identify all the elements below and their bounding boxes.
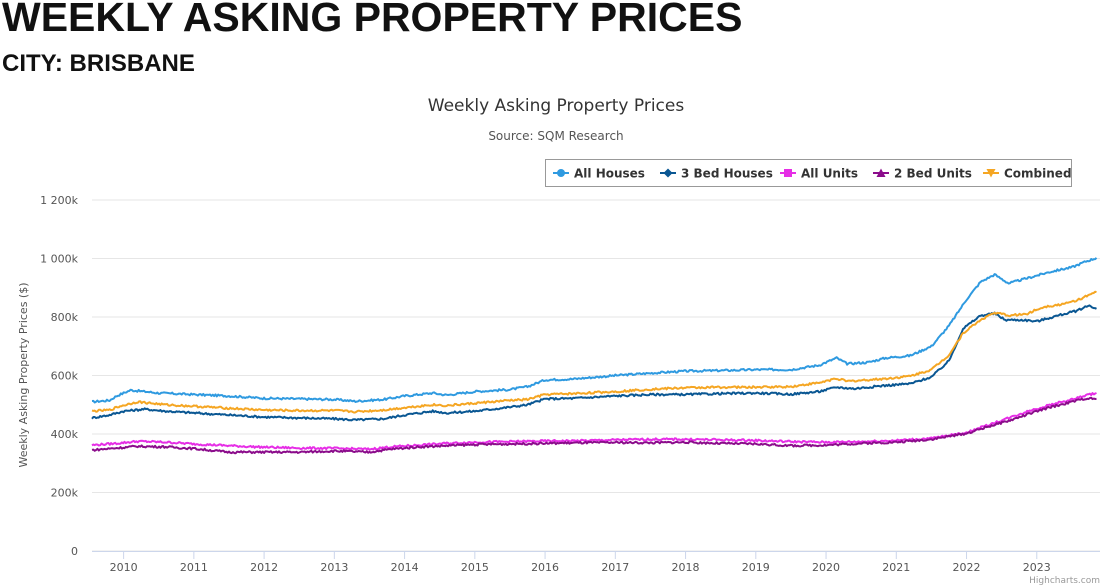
legend-marker-triangle-down: [986, 169, 996, 178]
y-tick-label: 1 200k: [40, 194, 78, 207]
series-line-2-bed-units[interactable]: [91, 396, 1097, 455]
legend-marker-diamond: [663, 168, 673, 178]
legend-marker-circle: [557, 169, 565, 177]
x-tick-label: 2013: [320, 561, 348, 574]
legend-label: Combined: [1004, 167, 1072, 181]
page-subtitle: CITY: BRISBANE: [2, 50, 195, 77]
y-tick-label: 0: [71, 545, 78, 558]
legend-item-all-units[interactable]: All Units: [780, 167, 858, 181]
legend-label: All Units: [801, 167, 858, 181]
y-axis-title: Weekly Asking Property Prices ($): [17, 282, 30, 467]
series-layer: [91, 257, 1098, 455]
page-title: WEEKLY ASKING PROPERTY PRICES: [2, 0, 743, 40]
y-tick-label: 600k: [51, 370, 79, 383]
series-line-all-houses[interactable]: [91, 257, 1098, 404]
x-tick-label: 2018: [672, 561, 700, 574]
x-tick-label: 2016: [531, 561, 559, 574]
legend-marker-triangle: [876, 168, 886, 177]
y-tick-label: 400k: [51, 428, 79, 441]
legend-label: 2 Bed Units: [894, 167, 972, 181]
legend-item-combined[interactable]: Combined: [983, 167, 1072, 181]
x-tick-label: 2010: [110, 561, 138, 574]
chart-title: Weekly Asking Property Prices: [428, 96, 685, 116]
x-tick-label: 2022: [953, 561, 981, 574]
axis-layer: 0 200k 400k 600k 800k 1 000k 1 200k 2010 2011 201…: [40, 194, 1100, 574]
legend-label: All Houses: [574, 167, 645, 181]
series-line-combined[interactable]: [91, 290, 1097, 414]
series-line-3-bed-houses[interactable]: [91, 304, 1097, 422]
legend: All Houses 3 Bed Houses All Units 2 Bed Uni…: [545, 159, 1072, 187]
x-tick-label: 2017: [601, 561, 629, 574]
x-tick-label: 2015: [461, 561, 489, 574]
grid-layer: [92, 199, 1100, 552]
y-tick-label: 200k: [51, 487, 79, 500]
x-tick-label: 2021: [882, 561, 910, 574]
y-tick-label: 800k: [51, 311, 79, 324]
legend-item-all-houses[interactable]: All Houses: [553, 167, 645, 181]
legend-item-2-bed-units[interactable]: 2 Bed Units: [873, 167, 972, 181]
x-tick-label: 2020: [812, 561, 840, 574]
credits-link[interactable]: Highcharts.com: [1029, 576, 1100, 586]
legend-marker-square: [784, 169, 792, 177]
x-tick-label: 2023: [1023, 561, 1051, 574]
legend-item-3-bed-houses[interactable]: 3 Bed Houses: [660, 167, 773, 181]
x-tick-label: 2019: [742, 561, 770, 574]
x-tick-label: 2014: [391, 561, 419, 574]
x-tick-label: 2011: [180, 561, 208, 574]
legend-label: 3 Bed Houses: [681, 167, 773, 181]
y-tick-label: 1 000k: [40, 253, 78, 266]
series-line-all-units[interactable]: [91, 392, 1097, 451]
chart-subtitle: Source: SQM Research: [488, 129, 623, 143]
x-tick-label: 2012: [250, 561, 278, 574]
